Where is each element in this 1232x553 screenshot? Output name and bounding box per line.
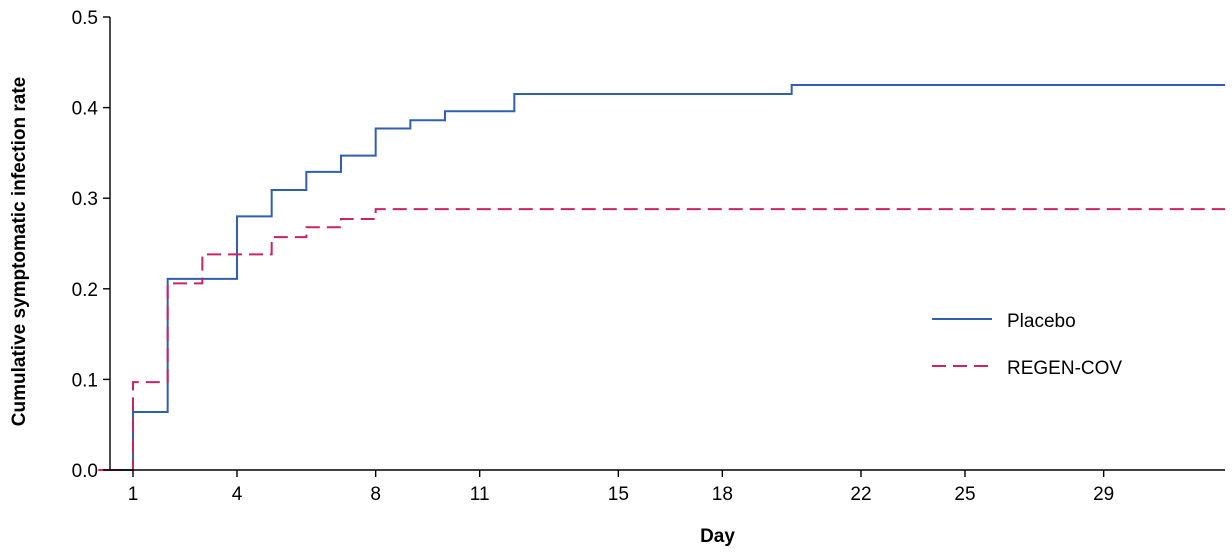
y-tick-label: 0.3: [72, 189, 98, 210]
y-tick-label: 0.0: [72, 461, 98, 482]
series-layer: [98, 83, 1225, 471]
x-tick-label: 25: [954, 484, 975, 505]
y-tick-label: 0.2: [72, 280, 98, 301]
y-tick-label: 0.5: [72, 8, 98, 29]
x-tick-label: 8: [370, 484, 381, 505]
legend: Placebo REGEN-COV: [932, 311, 1122, 379]
x-tick-label: 29: [1093, 484, 1114, 505]
x-tick-label: 1: [128, 484, 139, 505]
series-line-regen-cov: [98, 208, 1225, 471]
x-tick-label: 15: [608, 484, 629, 505]
legend-label: Placebo: [1007, 311, 1076, 332]
x-tick-label: 4: [232, 484, 243, 505]
axes-layer: [109, 17, 1225, 471]
y-tick-label: 0.1: [72, 370, 98, 391]
y-tick-label: 0.4: [72, 99, 99, 120]
legend-label: REGEN-COV: [1007, 358, 1122, 379]
series-line-placebo: [98, 83, 1225, 471]
x-tick-label: 18: [712, 484, 733, 505]
x-axis-title: Day: [700, 526, 735, 547]
x-tick-label: 11: [470, 484, 490, 505]
ticks-layer: 0.0 0.1 0.2 0.3 0.4 0.5 1 4 8 11 15 18 22 25 29: [72, 8, 1115, 505]
x-tick-label: 22: [850, 484, 871, 505]
y-axis-title: Cumulative symptomatic infection rate: [9, 77, 30, 426]
